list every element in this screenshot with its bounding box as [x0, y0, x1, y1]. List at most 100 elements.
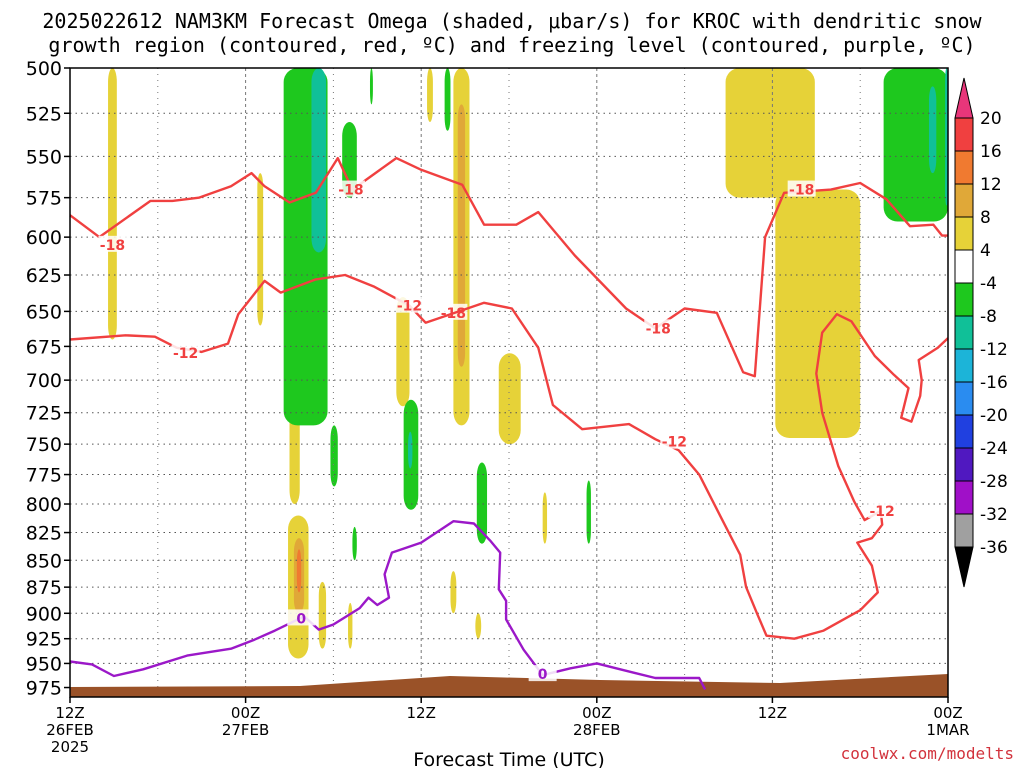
- x-axis-label: Forecast Time (UTC): [413, 749, 604, 768]
- contour-label: -18: [100, 238, 125, 254]
- y-tick-label: 725: [26, 403, 62, 425]
- omega-region-4: [475, 613, 482, 639]
- contour-label: 0: [538, 667, 548, 683]
- y-tick-label: 750: [26, 434, 62, 456]
- y-tick-label: 550: [26, 146, 62, 168]
- y-tick-label: 950: [26, 653, 62, 675]
- x-tick-label: 28FEB: [573, 721, 620, 739]
- y-tick-label: 600: [26, 227, 62, 249]
- contour-label: -12: [662, 435, 687, 451]
- y-tick-label: 625: [26, 265, 62, 287]
- colorbar-label: -20: [980, 406, 1008, 426]
- y-tick-label: 925: [26, 629, 62, 651]
- contour-label: -12: [173, 346, 198, 362]
- colorbar-label: 8: [980, 208, 991, 228]
- colorbar-swatch: [954, 77, 974, 119]
- contour-label-bg: [528, 665, 557, 682]
- y-axis: 500 525 550 575 600 625 650 675 700 725 750 775 800 8…: [26, 58, 70, 700]
- chart-title-line-1: 2025022612 NAM3KM Forecast Omega (shaded…: [42, 9, 982, 33]
- contour-label-bg: [644, 319, 673, 336]
- y-tick-label: 675: [26, 336, 62, 358]
- omega-region-4: [542, 492, 548, 544]
- omega-region--4: [330, 425, 338, 487]
- y-tick-label: 500: [26, 58, 62, 80]
- contour-label-bg: [395, 296, 424, 313]
- colorbar-label: 20: [980, 109, 1002, 129]
- omega-region--4: [342, 122, 357, 198]
- omega-region-4: [427, 68, 433, 123]
- omega-region--8: [928, 86, 937, 174]
- contour-label-bg: [868, 501, 897, 518]
- colorbar-label: -4: [980, 274, 997, 294]
- ground-surface: [70, 674, 948, 697]
- colorbar-label: -36: [980, 538, 1008, 558]
- y-tick-label: 575: [26, 188, 62, 210]
- y-tick-label: 825: [26, 523, 62, 545]
- omega-region-4: [318, 581, 327, 649]
- omega-region--4: [883, 68, 948, 222]
- x-tick-label: 00Z: [933, 704, 962, 722]
- contour-label: -12: [870, 504, 895, 520]
- omega-shading: [108, 68, 948, 659]
- omega-region-12: [296, 549, 302, 593]
- y-tick-label: 775: [26, 465, 62, 487]
- omega-region--4: [586, 480, 591, 544]
- colorbar-label: 12: [980, 175, 1002, 195]
- x-tick-label: 00Z: [231, 704, 260, 722]
- colorbar-label: 4: [980, 241, 991, 261]
- omega-region--4: [352, 526, 357, 561]
- omega-region-4: [348, 602, 353, 649]
- contour-label-bg: [98, 235, 127, 252]
- colorbar-swatch: [954, 546, 974, 588]
- contour-line: [69, 520, 707, 690]
- omega-region--4: [444, 68, 451, 131]
- omega-region-4: [725, 68, 815, 198]
- x-tick-label: 12Z: [758, 704, 787, 722]
- omega-region-4: [498, 353, 521, 445]
- omega-region-4: [450, 571, 457, 614]
- y-tick-label: 800: [26, 494, 62, 516]
- colorbar-swatch: [954, 249, 974, 284]
- colorbar-swatch: [954, 315, 974, 350]
- colorbar-swatch: [954, 513, 974, 548]
- omega-region--8: [408, 431, 413, 469]
- y-tick-label: 875: [26, 577, 62, 599]
- colorbar-swatch: [954, 183, 974, 218]
- colorbar-label: -12: [980, 340, 1008, 360]
- omega-region--4: [476, 462, 488, 544]
- colorbar: 20 16 12 8 4 -4 -8 -12 -16 -20 -24 -28 -32 -36: [954, 77, 1008, 588]
- omega-region-4: [108, 68, 117, 340]
- contour-label: -18: [646, 321, 671, 337]
- contour--12: -12 -12 -12 -12: [69, 273, 949, 640]
- omega-region--8: [311, 68, 327, 253]
- contour-label: -18: [338, 183, 363, 199]
- credit-text: coolwx.com/modelts: [840, 744, 1014, 763]
- omega-region-4: [396, 297, 410, 407]
- colorbar-swatch: [954, 282, 974, 317]
- colorbar-label: -28: [980, 472, 1008, 492]
- grid-lines: [70, 67, 948, 697]
- omega-region-4: [257, 173, 264, 326]
- y-tick-label: 650: [26, 301, 62, 323]
- x-tick-label: 27FEB: [222, 721, 269, 739]
- contour-label-bg: [336, 180, 365, 197]
- colorbar-label: -8: [980, 307, 997, 327]
- omega-region-4: [775, 189, 861, 438]
- contour-label-bg: [171, 344, 200, 361]
- x-tick-label: 12Z: [407, 704, 436, 722]
- chart-title-line-2: growth region (contoured, red, ºC) and f…: [48, 33, 976, 57]
- x-tick-label: 2025: [51, 738, 89, 756]
- y-tick-label: 700: [26, 370, 62, 392]
- contour-label-bg: [787, 180, 816, 197]
- colorbar-label: -16: [980, 373, 1008, 393]
- colorbar-swatch: [954, 480, 974, 515]
- contour--18: -18-18-18-18-18: [69, 156, 948, 378]
- contour-label: 0: [296, 611, 306, 627]
- colorbar-swatch: [954, 117, 974, 152]
- colorbar-label: -32: [980, 505, 1008, 525]
- y-tick-label: 975: [26, 678, 62, 700]
- y-tick-label: 850: [26, 550, 62, 572]
- contour-label: -12: [397, 299, 422, 315]
